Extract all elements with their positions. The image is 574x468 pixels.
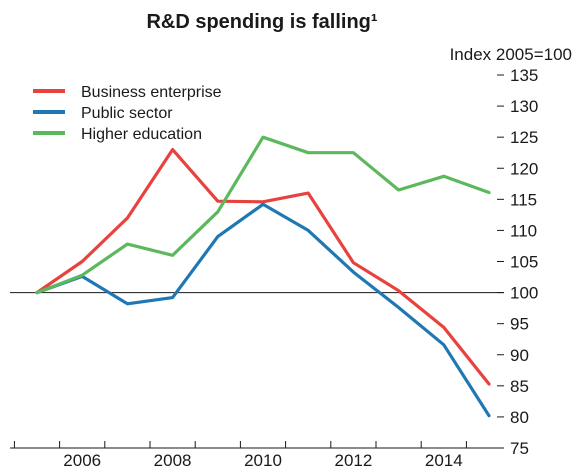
legend-label: Public sector bbox=[81, 105, 173, 122]
y-tick-label: 80 bbox=[510, 408, 529, 427]
series-line-business-enterprise bbox=[35, 148, 491, 386]
series-line-higher-education bbox=[35, 135, 491, 295]
x-tick-label: 2012 bbox=[334, 451, 372, 468]
y-tick-label: 110 bbox=[510, 221, 537, 240]
y-tick-label: 75 bbox=[510, 439, 529, 458]
legend: Business enterprise Public sector Higher e… bbox=[33, 84, 222, 143]
y-tick-label: 100 bbox=[510, 284, 538, 303]
y-tick-label: 85 bbox=[510, 377, 529, 396]
series-lines bbox=[35, 135, 491, 418]
legend-label: Business enterprise bbox=[81, 84, 222, 101]
series-line-public-sector bbox=[35, 202, 491, 418]
chart-title: R&D spending is falling¹ bbox=[146, 11, 377, 33]
axes: 2006 2008 2010 2012 2014 75 80 85 90 95 100 105 110 1… bbox=[10, 66, 538, 468]
x-tick-label: 2006 bbox=[63, 451, 101, 468]
x-tick-label: 2010 bbox=[244, 451, 282, 468]
y-tick-label: 90 bbox=[510, 346, 529, 365]
y-tick-label: 120 bbox=[510, 159, 538, 178]
x-tick-label: 2008 bbox=[154, 451, 192, 468]
x-tick-label: 2014 bbox=[425, 451, 463, 468]
y-tick-label: 135 bbox=[510, 66, 538, 85]
y-tick-label: 130 bbox=[510, 97, 538, 116]
y-tick-label: 105 bbox=[510, 253, 538, 272]
legend-label: Higher education bbox=[81, 126, 202, 143]
y-tick-label: 95 bbox=[510, 315, 529, 334]
y-tick-label: 115 bbox=[510, 190, 537, 209]
unit-label: Index 2005=100 bbox=[450, 45, 572, 64]
y-tick-label: 125 bbox=[510, 128, 538, 147]
